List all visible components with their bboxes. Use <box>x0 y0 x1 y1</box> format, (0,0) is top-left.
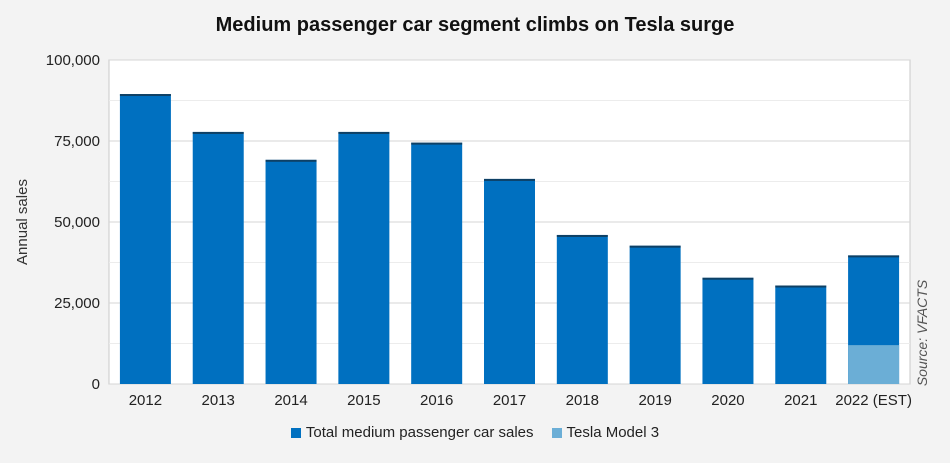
bar-top-edge <box>338 131 390 134</box>
bar-total-medium-sales <box>338 131 390 384</box>
source-note: Source: VFACTS <box>914 279 930 386</box>
bar-top-edge <box>556 234 608 237</box>
x-tick-label: 2019 <box>638 392 671 409</box>
bar-total-medium-sales <box>556 234 608 384</box>
x-tick-label: 2020 <box>711 392 744 409</box>
bar-tesla-model-3 <box>848 345 900 384</box>
bar-total-medium-sales <box>702 277 754 384</box>
bar-total-medium-sales <box>484 178 535 384</box>
bar-top-edge <box>192 131 244 134</box>
legend-label: Tesla Model 3 <box>566 424 660 441</box>
y-tick-label: 0 <box>92 376 100 393</box>
x-tick-label: 2022 (EST) <box>835 392 912 409</box>
legend-label: Total medium passenger car sales <box>305 424 534 441</box>
bar-top-edge <box>484 178 535 181</box>
bar-top-edge <box>702 277 754 280</box>
bar-total-medium-sales <box>119 94 171 385</box>
bar-total-medium-sales <box>265 159 317 384</box>
bar-top-edge <box>848 255 900 258</box>
y-tick-label: 100,000 <box>46 52 100 69</box>
chart-legend: Total medium passenger car sales Tesla Mo… <box>0 424 950 441</box>
legend-item: Total medium passenger car sales <box>290 424 534 441</box>
y-tick-label: 75,000 <box>54 133 100 150</box>
bar-top-edge <box>265 159 317 162</box>
legend-item: Tesla Model 3 <box>551 424 660 441</box>
x-tick-label: 2021 <box>784 392 817 409</box>
bar-total-medium-sales <box>775 285 827 384</box>
x-tick-label: 2013 <box>202 392 235 409</box>
y-tick-label: 50,000 <box>54 214 100 231</box>
y-axis-label: Annual sales <box>14 179 31 265</box>
x-tick-label: 2018 <box>566 392 599 409</box>
bar-top-edge <box>411 142 463 145</box>
x-tick-label: 2016 <box>420 392 453 409</box>
bar-total-medium-sales <box>411 142 463 384</box>
bar-top-edge <box>775 285 827 288</box>
chart-title: Medium passenger car segment climbs on T… <box>215 14 735 36</box>
x-tick-label: 2017 <box>493 392 526 409</box>
x-tick-label: 2015 <box>347 392 380 409</box>
bar-top-edge <box>629 245 681 248</box>
bar-total-medium-sales <box>629 245 681 384</box>
x-tick-label: 2014 <box>274 392 307 409</box>
bar-total-medium-sales <box>192 131 244 384</box>
legend-swatch <box>290 427 301 438</box>
y-tick-label: 25,000 <box>54 295 100 312</box>
legend-swatch <box>551 427 562 438</box>
bar-top-edge <box>119 94 171 97</box>
x-tick-label: 2012 <box>129 392 162 409</box>
